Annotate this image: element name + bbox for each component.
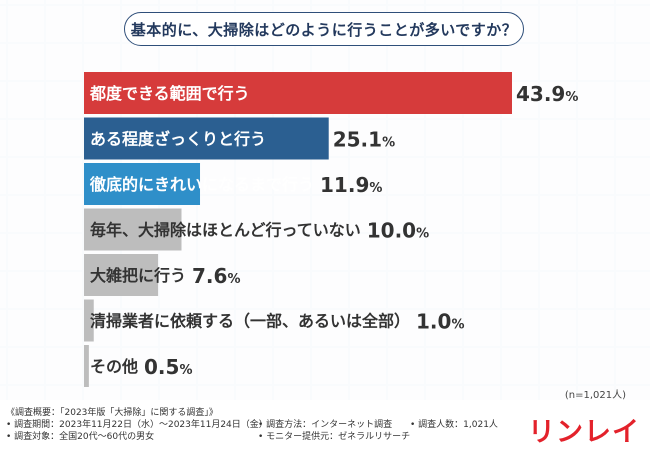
question-title: 基本的に、大掃除はどのように行うことが多いですか？: [124, 12, 524, 46]
value-label-6: 0.5%: [144, 355, 192, 379]
bar-6: [84, 345, 89, 387]
value-label-1: 25.1%: [333, 128, 395, 152]
bar-label-4: 大雑把に行う: [90, 266, 186, 285]
value-label-2: 11.9%: [320, 173, 382, 197]
bar-label-5: 清掃業者に依頼する（一部、あるいは全部）: [90, 312, 410, 331]
bar-4: [84, 254, 159, 296]
bar-label-1: ある程度ざっくりと行う: [90, 130, 266, 149]
sample-size-note: (n=1,021人): [564, 390, 626, 401]
survey-count: • 調査人数：1,021人: [410, 420, 498, 430]
survey-method: • 調査方法：インターネット調査: [258, 420, 393, 430]
value-label-0: 43.9%: [516, 82, 578, 106]
value-label-3: 10.0%: [367, 219, 429, 243]
survey-target: • 調査対象：全国20代〜60代の男女: [6, 432, 155, 442]
bar-chart: 都度できる範囲で行う 43.9% ある程度ざっくりと行う 25.1% 徹底的にきれいにな…: [84, 72, 578, 387]
survey-footer: 《調査概要：「2023年版「大掃除」に関する調査」》 • 調査期間：2023年1…: [0, 400, 650, 450]
survey-title: 《調査概要：「2023年版「大掃除」に関する調査」》: [6, 408, 218, 418]
bar-2: [84, 163, 201, 205]
survey-provider: • モニター提供元：ゼネラルリサーチ: [258, 432, 411, 442]
bar-label-2: 徹底的にきれいになるまで行う: [89, 175, 314, 194]
value-label-5: 1.0%: [416, 310, 464, 334]
bar-1: [84, 117, 329, 160]
bar-3: [84, 208, 182, 251]
bar-label-6: その他: [90, 357, 138, 376]
bar-label-0: 都度できる範囲で行う: [89, 84, 250, 103]
value-label-4: 7.6%: [192, 264, 240, 288]
survey-period: • 調査期間：2023年11月22日（水）〜2023年11月24日（金）: [6, 420, 268, 430]
bar-label-3: 毎年、大掃除はほとんど行っていない: [90, 221, 361, 240]
bar-0: [84, 72, 512, 114]
bar-5: [84, 299, 94, 342]
brand-logo: リンレイ: [528, 417, 640, 448]
